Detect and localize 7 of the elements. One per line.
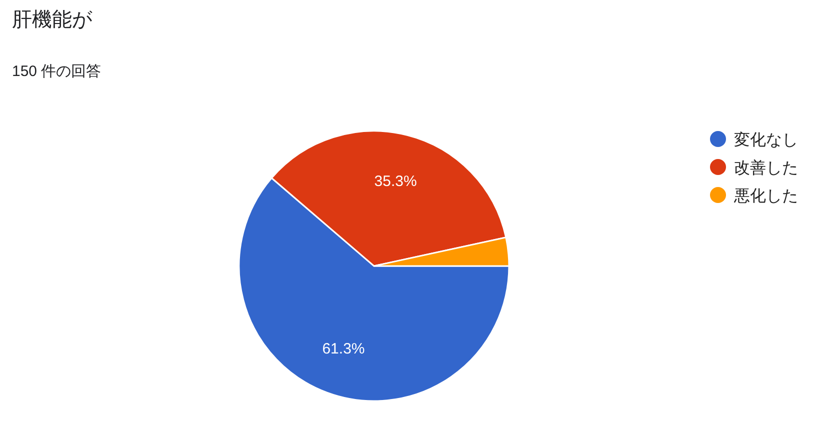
text: 150 件の回答 <box>12 63 102 80</box>
data-label: 61.3% <box>322 340 365 358</box>
legend-label: 変化なし <box>734 131 798 149</box>
text: 肝機能が <box>12 9 93 31</box>
legend-label: 改善した <box>734 159 798 177</box>
data-label: 35.3% <box>374 172 417 190</box>
legend-label: 悪化した <box>733 188 798 205</box>
